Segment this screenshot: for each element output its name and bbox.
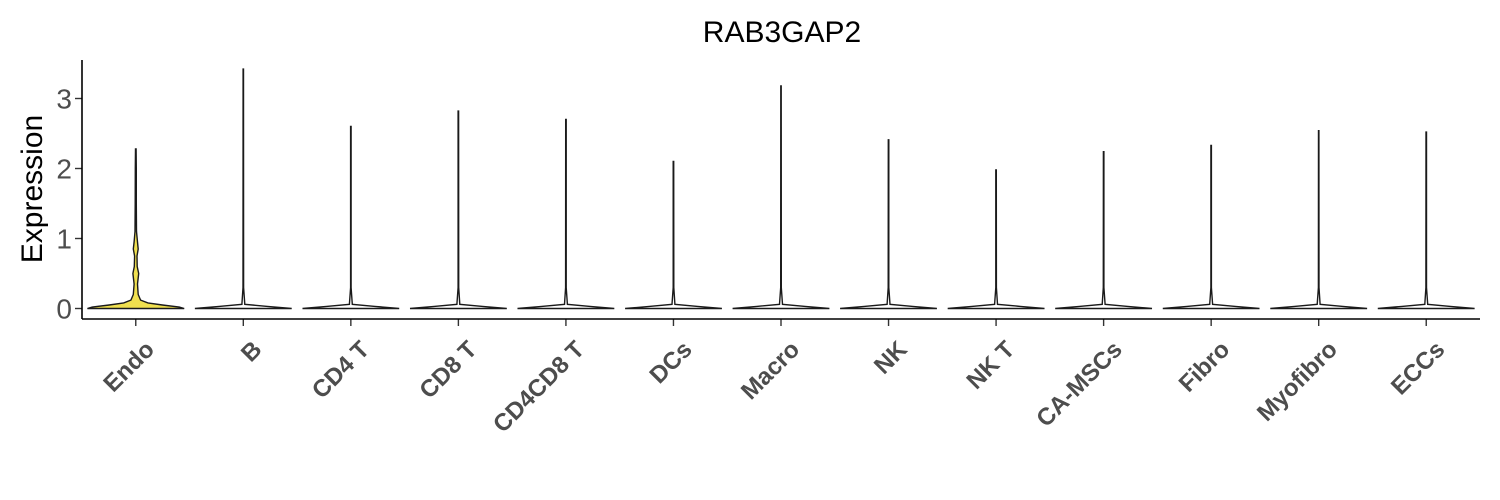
- violin-nk-t: [947, 169, 1045, 310]
- x-tick-label: DCs: [645, 336, 698, 389]
- y-tick-label: 0: [56, 294, 72, 325]
- violin-fibro: [1162, 144, 1260, 310]
- violin-eccs: [1377, 131, 1475, 310]
- violin-b: [194, 68, 292, 310]
- x-tick-label: Fibro: [1174, 336, 1236, 398]
- violin-endo: [87, 148, 185, 310]
- violin-macro: [732, 85, 830, 310]
- y-axis-label: Expression: [16, 115, 49, 263]
- violin-layer: [87, 68, 1475, 310]
- x-axis: Endo B CD4 T CD8 T CD4CD8 T DCs Macro NK NK T CA-…: [98, 319, 1450, 438]
- x-tick-label: Myofibro: [1252, 336, 1343, 427]
- y-axis: 0 1 2 3: [56, 84, 82, 325]
- x-tick-label: B: [236, 336, 267, 367]
- x-tick-label: CA-MSCs: [1031, 336, 1127, 432]
- x-tick-label: CD4CD8 T: [488, 336, 590, 438]
- chart-title: RAB3GAP2: [703, 16, 861, 49]
- x-tick-label: NK T: [962, 336, 1021, 395]
- x-tick-label: Endo: [98, 336, 160, 398]
- violin-dcs: [625, 160, 722, 310]
- y-tick-label: 2: [56, 154, 72, 185]
- violin-cd4-t: [302, 125, 400, 310]
- x-tick-label: Macro: [736, 336, 805, 405]
- x-tick-label: NK: [869, 336, 913, 380]
- violin-nk: [840, 139, 937, 310]
- x-tick-label: CD4 T: [307, 336, 375, 404]
- violin-cd8-t: [409, 110, 507, 310]
- violin-ca-mscs: [1055, 151, 1153, 310]
- x-tick-label: ECCs: [1386, 336, 1450, 400]
- y-tick-label: 3: [56, 84, 72, 115]
- violin-myofibro: [1270, 130, 1368, 310]
- x-tick-label: CD8 T: [414, 336, 482, 404]
- y-tick-label: 1: [56, 224, 72, 255]
- violin-cd4cd8-t: [517, 118, 615, 310]
